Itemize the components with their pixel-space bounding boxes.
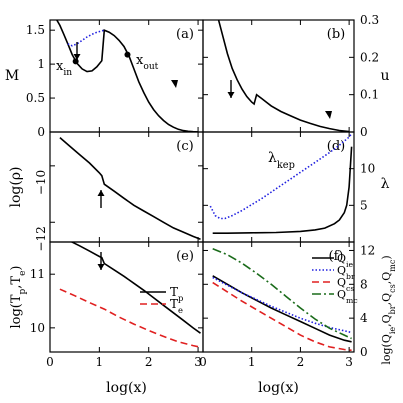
- panel-label: (d): [327, 139, 345, 154]
- annotation-x-in: xin: [56, 59, 72, 78]
- flow-arrow: [73, 54, 81, 60]
- panel-b: 0 0.1 0.2 0.3 (b) u: [202, 13, 390, 139]
- y-axis-label: λ: [381, 176, 390, 192]
- panel-label: (e): [176, 249, 194, 264]
- y-tick-label: 10: [360, 162, 375, 176]
- y-tick-label: 1: [37, 57, 45, 71]
- y-tick-label: 0: [360, 345, 368, 359]
- x-tick-label: 2: [145, 355, 153, 369]
- flow-arrow: [97, 264, 105, 270]
- series-line-qmc: [212, 248, 352, 340]
- series-line-λkep: [209, 133, 353, 220]
- series-line-qbr: [212, 276, 352, 334]
- y-axis-label: M: [5, 68, 19, 84]
- y-tick-label: 0.2: [360, 50, 379, 64]
- legend-label: Tp: [170, 285, 183, 303]
- x-axis-label: log(x): [258, 380, 299, 396]
- y-tick-label: 0.5: [26, 91, 45, 105]
- legend-label: Qcs: [337, 276, 354, 293]
- annotation-lambda-kep: λkep: [268, 150, 295, 171]
- y-tick-label: 12: [360, 243, 375, 257]
- y-axis-label: u: [380, 68, 389, 84]
- y-axis-label: log(ρ): [8, 166, 24, 207]
- series-line: [67, 29, 105, 47]
- y-tick-label: 0.1: [360, 88, 379, 102]
- series-line: [59, 136, 201, 240]
- x-tick-label: 0: [199, 355, 207, 369]
- panel-d: 5 10 (d) λ λkep: [202, 131, 390, 243]
- y-tick-label: −10: [34, 170, 48, 195]
- y-tick-label: 10: [30, 321, 45, 335]
- x-tick-label: 0: [46, 355, 54, 369]
- sonic-point-marker: [124, 51, 131, 58]
- series-line: [217, 20, 350, 132]
- x-tick-label: 3: [194, 355, 202, 369]
- panel-label: (b): [327, 27, 345, 42]
- series-line-tp: [70, 242, 201, 334]
- y-axis-label: log(Tp,Te): [9, 265, 28, 328]
- y-axis-label: log(Qie,Qbr,Qcs,Qmc): [380, 255, 397, 364]
- y-tick-label: 0: [360, 125, 368, 139]
- sonic-point-marker: [72, 58, 79, 65]
- flow-arrow: [227, 92, 235, 98]
- plot-frame: [202, 241, 355, 353]
- panel-c: −10 −12 (c) log(ρ): [8, 131, 204, 252]
- panel-label: (f): [329, 249, 344, 264]
- legend-label: Te: [170, 297, 183, 315]
- x-axis-label: log(x): [106, 380, 147, 396]
- x-tick-label: 1: [248, 355, 256, 369]
- y-tick-label: 0: [37, 125, 45, 139]
- flow-arrow: [97, 190, 105, 196]
- flow-arrow: [171, 80, 178, 88]
- y-tick-label: −12: [34, 226, 48, 251]
- series-line: [212, 146, 353, 234]
- panel-label: (a): [176, 27, 194, 42]
- series-line-qie: [212, 275, 352, 343]
- y-tick-label: 8: [360, 277, 368, 291]
- flow-arrow: [325, 111, 332, 119]
- panel-f: 0 1 2 3log(x)04812(f)log(Qie,Qbr,Qcs,Qmc)Qi…: [199, 241, 397, 396]
- y-tick-label: 0.3: [360, 13, 379, 27]
- legend-label: Qie: [337, 252, 353, 269]
- x-tick-label: 1: [96, 355, 104, 369]
- y-tick-label: 4: [360, 311, 368, 325]
- x-tick-label: 2: [297, 355, 305, 369]
- y-tick-label: 1.5: [26, 23, 45, 37]
- series-line-te: [59, 288, 201, 348]
- series-line-qcs: [212, 281, 352, 352]
- legend-label: Qmc: [337, 288, 358, 305]
- y-tick-label: 5: [360, 198, 368, 212]
- panel-label: (c): [176, 139, 193, 154]
- x-tick-label: 3: [345, 355, 353, 369]
- legend-label: Qbr: [337, 264, 355, 281]
- y-tick-label: 11: [30, 267, 45, 281]
- annotation-x-out: xout: [136, 53, 159, 72]
